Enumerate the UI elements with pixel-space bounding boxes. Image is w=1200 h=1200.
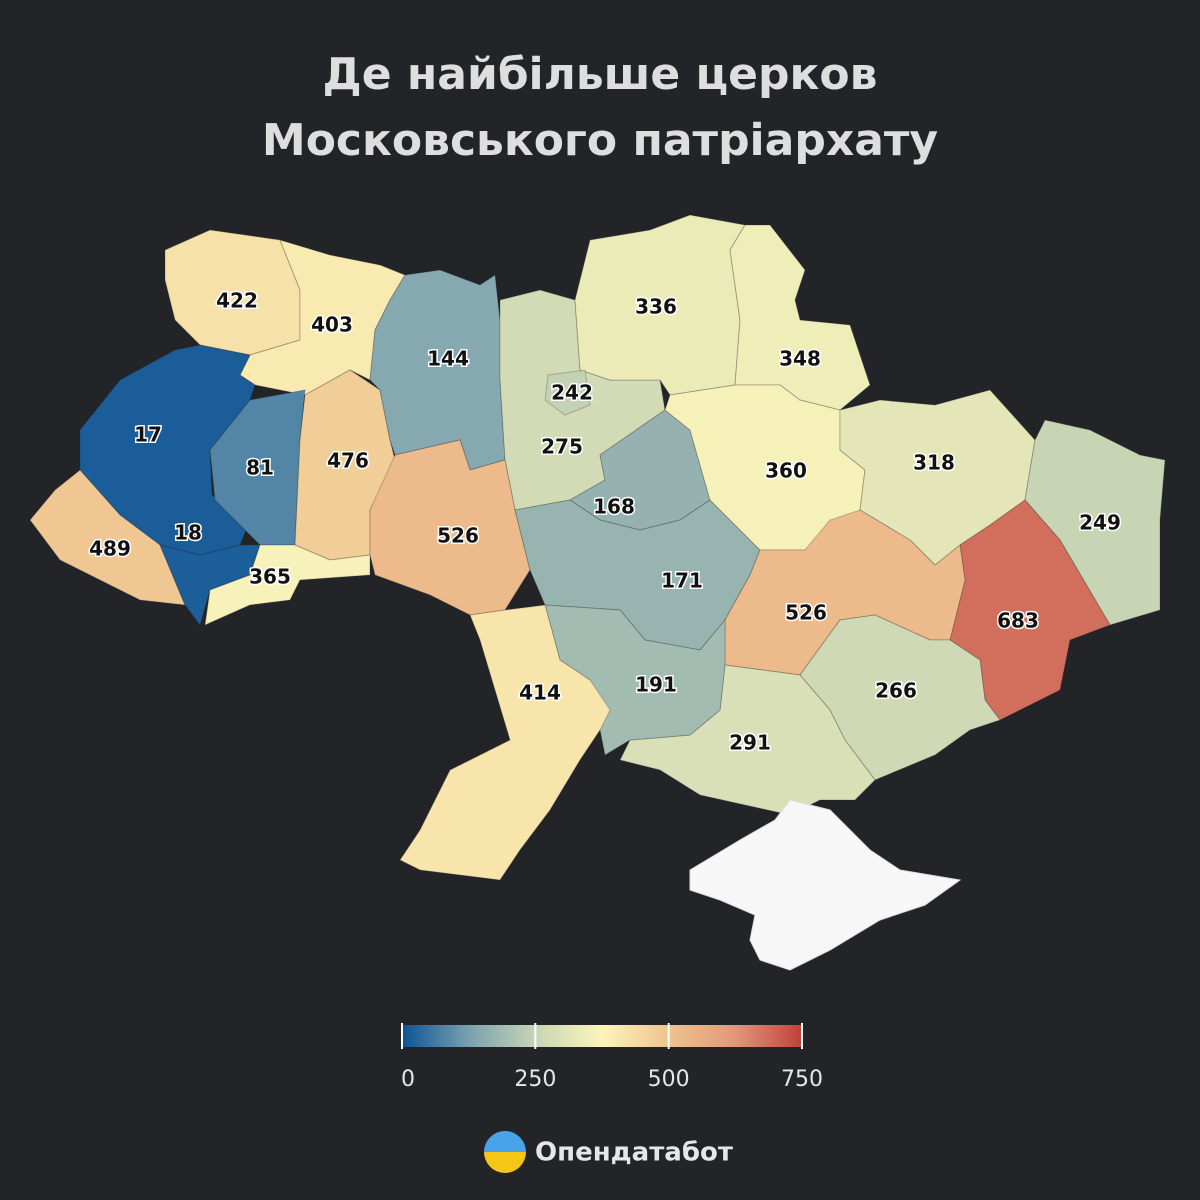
region xyxy=(729,224,871,411)
colorbar-tick-label: 250 xyxy=(514,1067,556,1092)
region-label: 348 xyxy=(779,347,821,371)
region-label: 422 xyxy=(216,289,258,313)
logo-text: Опендатабот xyxy=(535,1138,733,1168)
colorbar-scale xyxy=(402,1025,802,1047)
region-label: 360 xyxy=(765,459,807,483)
region-label: 191 xyxy=(635,673,677,697)
region-label: 489 xyxy=(89,537,131,561)
region-label: 249 xyxy=(1079,511,1121,535)
region xyxy=(399,604,611,881)
labels: 422 403 17 81 476 489 18 365 144 242 275 526 168 171 3… xyxy=(88,287,1123,756)
region-label: 683 xyxy=(997,609,1039,633)
region-label: 336 xyxy=(635,295,677,319)
region-label: 144 xyxy=(427,347,469,371)
region-label: 318 xyxy=(913,451,955,475)
region-label: 365 xyxy=(249,565,291,589)
region-label: 18 xyxy=(174,521,202,545)
region-label: 526 xyxy=(785,601,827,625)
region-label: 291 xyxy=(729,731,771,755)
region-label: 476 xyxy=(327,449,369,473)
region-label: 81 xyxy=(246,456,274,480)
region-label: 526 xyxy=(437,524,479,548)
colorbar-tick-label: 750 xyxy=(781,1067,823,1092)
region xyxy=(29,469,186,606)
region-label: 17 xyxy=(134,423,162,447)
region xyxy=(204,544,371,626)
region-label: 403 xyxy=(311,313,353,337)
colorbar: 0 250 500 750 xyxy=(401,1023,823,1092)
region-label: 266 xyxy=(875,679,917,703)
region-label: 414 xyxy=(519,681,561,705)
colorbar-tick-label: 0 xyxy=(401,1067,415,1092)
region-label: 275 xyxy=(541,435,583,459)
crimea xyxy=(689,799,962,971)
title: Де найбільше церков Московського патріар… xyxy=(261,49,939,166)
logo-icon xyxy=(484,1131,526,1173)
region xyxy=(544,369,591,416)
colorbar-tick-label: 500 xyxy=(648,1067,690,1092)
region-label: 168 xyxy=(593,495,635,519)
region-label: 242 xyxy=(551,381,593,405)
region-label: 171 xyxy=(661,569,703,593)
regions xyxy=(29,214,1166,881)
